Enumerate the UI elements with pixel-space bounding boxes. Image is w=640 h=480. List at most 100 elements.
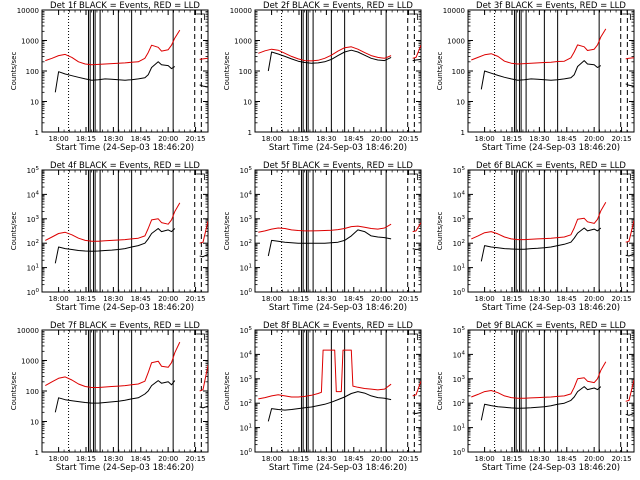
legend-bracket (409, 13, 418, 20)
plot-frame (254, 169, 422, 293)
lightcurve-chart: Det 2f BLACK = Events, RED = LLD 1 10 100 10… (223, 1, 422, 153)
y-tick-label: 105 (453, 326, 466, 335)
x-tick-label: 18:45 (131, 135, 151, 143)
x-axis-label: Start Time (24-Sep-03 18:46:20) (56, 303, 194, 313)
lld-series-line (199, 365, 208, 392)
chart-title: Det 9f BLACK = Events, RED = LLD (476, 321, 626, 331)
chart-title: Det 5f BLACK = Events, RED = LLD (263, 161, 413, 171)
legend-bracket (196, 13, 205, 20)
y-axis-label: Counts/sec (10, 52, 18, 91)
lld-series-line (258, 349, 392, 400)
y-tick-label: 100 (240, 288, 253, 297)
y-tick-label: 104 (27, 190, 40, 199)
y-tick-label: 104 (453, 350, 466, 359)
y-tick-label: 103 (27, 215, 40, 224)
x-tick-label: 20:00 (584, 135, 604, 143)
y-tick-label: 100 (453, 448, 466, 457)
y-tick-label: 10000 (17, 327, 39, 335)
x-axis-label: Start Time (24-Sep-03 18:46:20) (482, 463, 620, 473)
chart-title: Det 1f BLACK = Events, RED = LLD (50, 1, 200, 11)
y-tick-label: 1 (35, 129, 39, 137)
x-tick-label: 18:15 (76, 455, 96, 463)
y-tick-label: 101 (240, 424, 252, 433)
x-tick-label: 18:00 (262, 295, 282, 303)
x-tick-label: 18:00 (475, 295, 495, 303)
plot-frame (254, 9, 422, 133)
x-tick-label: 20:00 (158, 295, 178, 303)
lld-series-line (625, 220, 634, 243)
y-tick-label: 10000 (17, 7, 39, 15)
y-tick-label: 100 (27, 288, 40, 297)
x-tick-label: 20:00 (158, 135, 178, 143)
chart-title: Det 7f BLACK = Events, RED = LLD (50, 321, 200, 331)
x-tick-label: 18:30 (103, 135, 123, 143)
lld-series-line (199, 221, 208, 244)
y-tick-label: 1000 (21, 38, 39, 46)
x-tick-label: 20:15 (611, 455, 631, 463)
legend-bracket (622, 13, 631, 20)
legend-bracket (622, 173, 631, 180)
x-tick-label: 20:15 (398, 135, 418, 143)
x-tick-label: 18:00 (475, 455, 495, 463)
x-tick-label: 20:15 (611, 135, 631, 143)
x-tick-label: 18:00 (49, 295, 69, 303)
lld-series-line (625, 57, 634, 60)
x-tick-label: 20:15 (398, 295, 418, 303)
x-tick-label: 18:45 (344, 135, 364, 143)
y-tick-label: 105 (240, 166, 253, 175)
y-tick-label: 101 (240, 264, 252, 273)
detector-panel-9: Det 9f BLACK = Events, RED = LLD 100 101 10… (426, 320, 639, 480)
lightcurve-chart: Det 4f BLACK = Events, RED = LLD 100 101 10… (10, 161, 209, 313)
legend-bracket (622, 333, 631, 340)
lightcurve-chart: Det 6f BLACK = Events, RED = LLD 100 101 10… (436, 161, 635, 313)
x-axis-label: Start Time (24-Sep-03 18:46:20) (269, 143, 407, 153)
x-tick-label: 20:00 (584, 455, 604, 463)
lld-series-line (471, 201, 607, 241)
x-tick-label: 20:15 (611, 295, 631, 303)
y-tick-label: 1 (461, 129, 465, 137)
x-tick-label: 18:45 (557, 455, 577, 463)
x-tick-label: 18:00 (262, 455, 282, 463)
events-series-line (267, 49, 392, 72)
lld-series-line (412, 222, 421, 233)
x-tick-label: 18:15 (76, 295, 96, 303)
x-tick-label: 20:00 (371, 295, 391, 303)
x-tick-label: 20:00 (584, 295, 604, 303)
lightcurve-chart: Det 9f BLACK = Events, RED = LLD 100 101 10… (436, 321, 635, 473)
x-tick-label: 18:45 (131, 455, 151, 463)
detector-panel-8: Det 8f BLACK = Events, RED = LLD 100 101 10… (213, 320, 426, 480)
y-tick-label: 102 (240, 399, 252, 408)
x-tick-label: 20:15 (185, 135, 205, 143)
detector-panel-7: Det 7f BLACK = Events, RED = LLD 1 10 100 10… (0, 320, 213, 480)
events-series-line (625, 413, 634, 416)
lld-series-line (45, 341, 181, 388)
events-series-line (54, 61, 176, 93)
events-series-line (267, 229, 392, 257)
x-axis-label: Start Time (24-Sep-03 18:46:20) (482, 303, 620, 313)
x-tick-label: 20:15 (398, 455, 418, 463)
events-series-line (480, 386, 602, 421)
y-tick-label: 100 (239, 68, 252, 76)
plot-frame (467, 169, 635, 293)
y-tick-label: 103 (453, 375, 466, 384)
y-tick-label: 102 (27, 239, 39, 248)
lld-series-line (258, 46, 392, 62)
events-series-line (267, 391, 392, 422)
x-tick-label: 18:00 (475, 135, 495, 143)
detector-panel-3: Det 3f BLACK = Events, RED = LLD 1 10 100 10… (426, 0, 639, 160)
x-tick-label: 18:00 (49, 455, 69, 463)
y-tick-label: 101 (453, 264, 465, 273)
y-axis-label: Counts/sec (436, 52, 444, 91)
y-tick-label: 102 (240, 239, 252, 248)
x-tick-label: 20:00 (371, 135, 391, 143)
y-tick-label: 1 (248, 129, 252, 137)
y-tick-label: 101 (453, 424, 465, 433)
x-tick-label: 18:15 (289, 135, 309, 143)
y-tick-label: 100 (26, 388, 39, 396)
x-tick-label: 18:30 (316, 295, 336, 303)
chart-title: Det 3f BLACK = Events, RED = LLD (476, 1, 626, 11)
events-series-line (54, 380, 176, 413)
x-tick-label: 18:15 (289, 295, 309, 303)
plot-frame (41, 9, 209, 133)
